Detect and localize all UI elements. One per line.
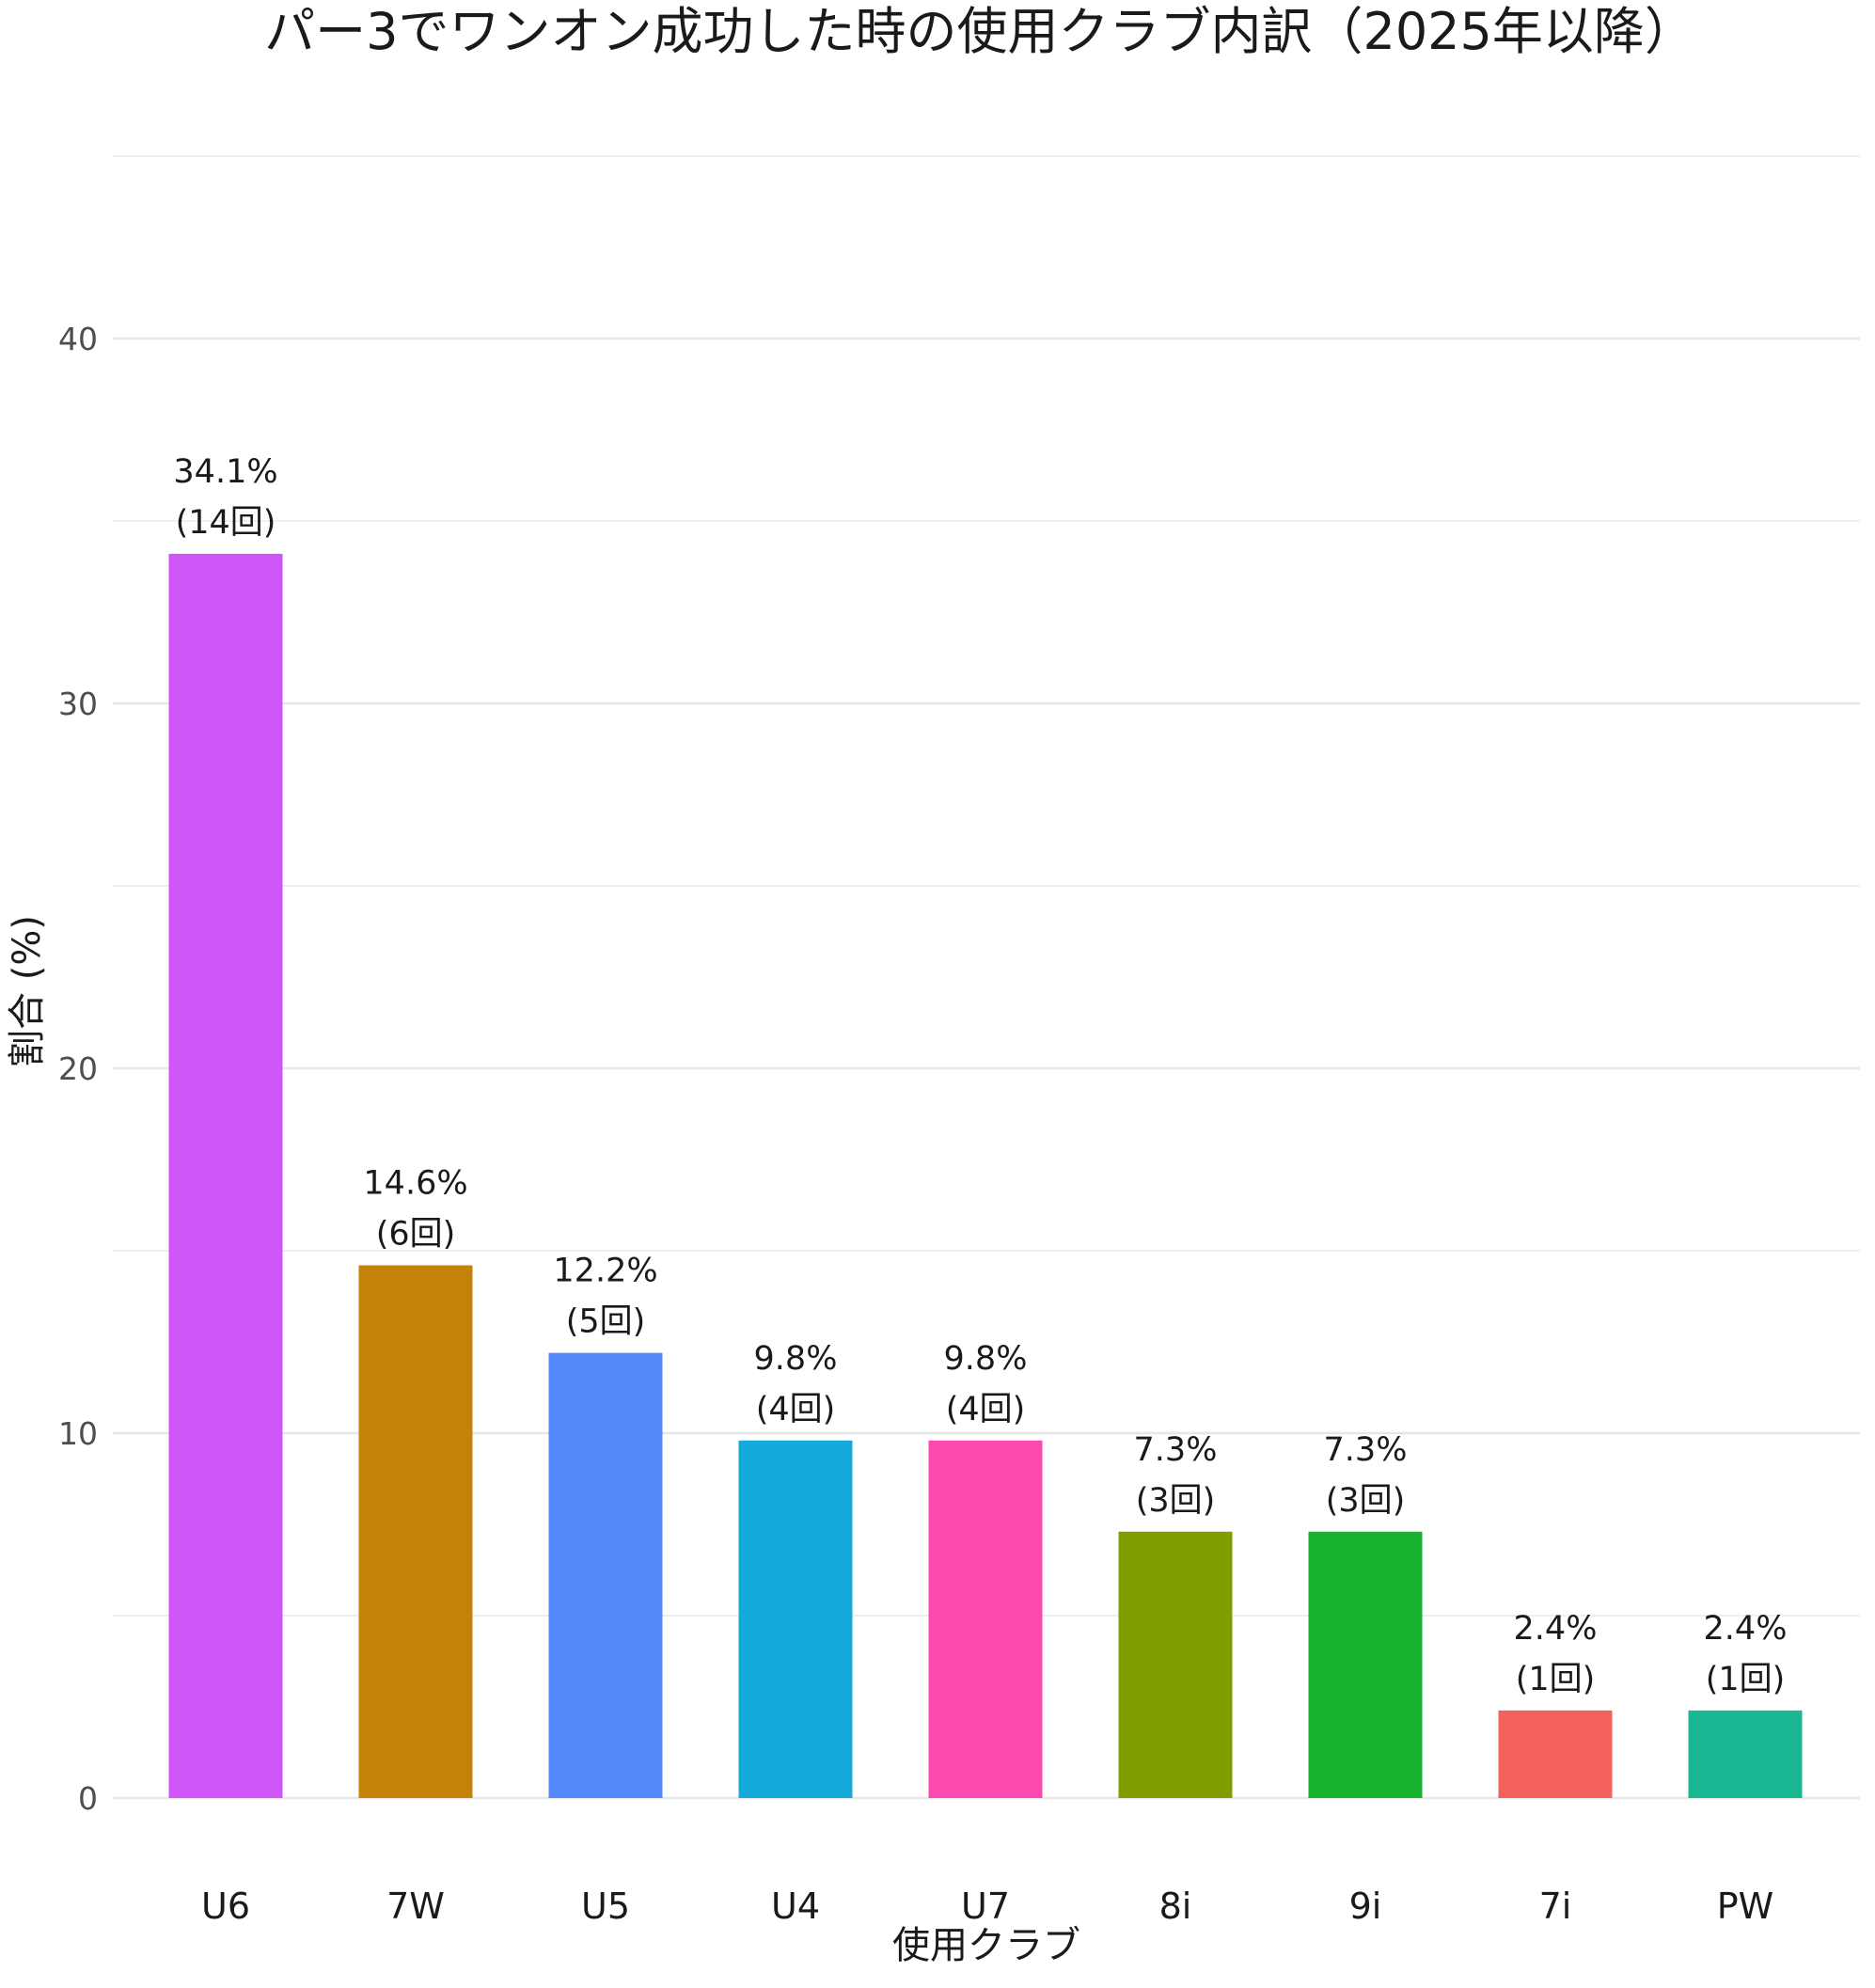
bar-value-label: 14.6% — [363, 1165, 467, 1203]
x-tick-label: 7W — [386, 1885, 445, 1927]
y-axis-title: 割合 (%) — [6, 915, 49, 1067]
y-tick-label: 40 — [58, 321, 98, 357]
chart-title: パー3でワンオン成功した時の使用クラブ内訳（2025年以降） — [264, 2, 1695, 61]
bars — [168, 553, 1803, 1799]
bar-labels: 34.1% (14回) 14.6% (6回) 12.2% (5回) 9.8% (4回) 9.8%… — [173, 453, 1787, 1698]
bar-count-label: (4回) — [756, 1391, 836, 1428]
y-tick-label: 10 — [58, 1415, 98, 1452]
x-axis-ticks: U6 7W U5 U4 U7 8i 9i 7i PW — [201, 1885, 1773, 1927]
x-tick-label: U6 — [201, 1885, 250, 1927]
bar-count-label: (1回) — [1516, 1661, 1596, 1698]
bar-value-label: 7.3% — [1134, 1431, 1218, 1469]
bar-U5 — [548, 1352, 663, 1798]
bar-value-label: 9.8% — [754, 1340, 838, 1378]
bar-PW — [1688, 1710, 1803, 1798]
y-tick-label: 30 — [58, 686, 98, 722]
bar-count-label: (6回) — [376, 1216, 456, 1254]
bar-U4 — [738, 1440, 853, 1798]
x-tick-label: 8i — [1159, 1885, 1192, 1927]
bar-count-label: (5回) — [566, 1303, 646, 1341]
x-tick-label: U7 — [961, 1885, 1010, 1927]
y-axis-ticks: 0 10 20 30 40 — [58, 321, 98, 1817]
x-tick-label: 7i — [1539, 1885, 1572, 1927]
bar-U6 — [168, 553, 283, 1799]
bar-value-label: 7.3% — [1324, 1431, 1408, 1469]
bar-count-label: (1回) — [1706, 1661, 1786, 1698]
bar-7i — [1498, 1710, 1613, 1798]
bar-value-label: 9.8% — [944, 1340, 1028, 1378]
bar-count-label: (4回) — [946, 1391, 1026, 1428]
bar-value-label: 34.1% — [173, 453, 277, 491]
bar-value-label: 2.4% — [1704, 1610, 1788, 1648]
x-axis-title: 使用クラブ — [892, 1924, 1080, 1967]
bar-value-label: 2.4% — [1514, 1610, 1598, 1648]
bar-8i — [1118, 1531, 1233, 1798]
x-tick-label: 9i — [1349, 1885, 1382, 1927]
x-tick-label: U4 — [771, 1885, 820, 1927]
bar-value-label: 12.2% — [553, 1253, 657, 1290]
bar-count-label: (3回) — [1136, 1482, 1216, 1520]
bar-count-label: (3回) — [1326, 1482, 1406, 1520]
bar-7W — [358, 1265, 473, 1798]
y-tick-label: 0 — [78, 1780, 98, 1817]
y-tick-label: 20 — [58, 1050, 98, 1087]
bar-U7 — [928, 1440, 1043, 1798]
x-tick-label: U5 — [581, 1885, 630, 1927]
bar-count-label: (14回) — [176, 504, 276, 542]
x-tick-label: PW — [1717, 1885, 1774, 1927]
bar-9i — [1308, 1531, 1423, 1798]
